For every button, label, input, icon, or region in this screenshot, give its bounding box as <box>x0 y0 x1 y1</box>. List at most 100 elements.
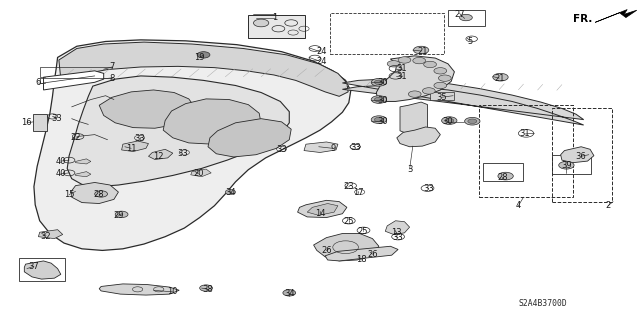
Polygon shape <box>595 10 637 22</box>
Text: 33: 33 <box>424 184 434 193</box>
Circle shape <box>434 82 447 89</box>
Polygon shape <box>38 230 63 239</box>
Text: 31: 31 <box>520 130 530 138</box>
Polygon shape <box>400 102 428 133</box>
Text: 33: 33 <box>393 233 403 242</box>
Text: FR.: FR. <box>573 13 593 24</box>
Text: 10: 10 <box>168 287 178 296</box>
Bar <box>448 10 485 26</box>
Circle shape <box>374 97 383 102</box>
Text: 26: 26 <box>321 246 332 255</box>
Text: 17: 17 <box>353 189 364 197</box>
Polygon shape <box>342 79 584 125</box>
Circle shape <box>200 285 212 291</box>
Polygon shape <box>99 284 179 295</box>
Text: 35: 35 <box>436 93 447 102</box>
Polygon shape <box>385 221 410 234</box>
Text: 38: 38 <box>203 285 213 294</box>
Text: 31: 31 <box>397 72 407 81</box>
Polygon shape <box>76 159 91 164</box>
Circle shape <box>115 211 128 218</box>
Circle shape <box>398 57 411 63</box>
Circle shape <box>465 117 480 125</box>
Polygon shape <box>76 172 91 177</box>
Polygon shape <box>314 234 379 261</box>
Circle shape <box>460 14 472 21</box>
Polygon shape <box>72 182 118 204</box>
Text: 8: 8 <box>109 74 115 83</box>
Text: 33: 33 <box>177 149 188 158</box>
Text: 25: 25 <box>358 227 368 236</box>
Bar <box>33 114 47 131</box>
Text: 40: 40 <box>56 169 66 178</box>
Circle shape <box>422 88 435 94</box>
Text: 23: 23 <box>344 182 354 191</box>
Text: 30: 30 <box>378 117 388 126</box>
Polygon shape <box>148 149 173 160</box>
Polygon shape <box>34 40 351 250</box>
Text: 16: 16 <box>22 118 32 127</box>
Text: 13: 13 <box>392 228 402 237</box>
Text: 21: 21 <box>494 74 504 83</box>
Polygon shape <box>44 71 104 90</box>
Polygon shape <box>163 99 261 144</box>
Text: 5: 5 <box>468 37 473 46</box>
Bar <box>479 105 573 197</box>
Circle shape <box>413 57 426 64</box>
Text: 1: 1 <box>273 13 278 22</box>
Circle shape <box>374 80 383 85</box>
Circle shape <box>225 189 236 195</box>
Circle shape <box>387 61 400 67</box>
Bar <box>552 108 612 202</box>
Text: 32: 32 <box>41 232 51 241</box>
Text: 24: 24 <box>316 47 326 56</box>
Polygon shape <box>325 246 398 261</box>
Polygon shape <box>307 204 338 215</box>
Text: 3: 3 <box>407 165 412 174</box>
Text: 28: 28 <box>497 173 508 182</box>
Text: 6: 6 <box>36 78 41 87</box>
Text: 40: 40 <box>56 157 66 166</box>
Text: 27: 27 <box>454 10 465 19</box>
Circle shape <box>434 68 447 74</box>
Text: 30: 30 <box>443 117 453 126</box>
Text: 15: 15 <box>64 190 74 199</box>
Circle shape <box>197 52 210 58</box>
Text: 33: 33 <box>134 134 145 143</box>
Polygon shape <box>304 142 338 152</box>
Circle shape <box>498 172 513 180</box>
Text: 12: 12 <box>154 152 164 161</box>
Text: 36: 36 <box>576 152 586 161</box>
Text: 29: 29 <box>113 211 124 220</box>
Circle shape <box>374 117 383 122</box>
Circle shape <box>283 290 296 296</box>
Circle shape <box>424 61 436 68</box>
Circle shape <box>253 19 269 27</box>
Circle shape <box>95 191 108 197</box>
Circle shape <box>438 75 451 81</box>
Text: 31: 31 <box>397 64 407 73</box>
Text: 37: 37 <box>29 262 39 271</box>
Text: 33: 33 <box>350 143 360 152</box>
Polygon shape <box>298 200 347 218</box>
Text: 28: 28 <box>94 190 104 199</box>
Text: 39: 39 <box>561 161 572 170</box>
Circle shape <box>371 78 387 86</box>
Text: 14: 14 <box>315 209 325 218</box>
Polygon shape <box>208 119 291 157</box>
Text: 22: 22 <box>70 133 81 142</box>
Text: 11: 11 <box>126 144 136 153</box>
Circle shape <box>371 96 387 103</box>
Polygon shape <box>376 56 454 101</box>
Text: 2: 2 <box>605 201 611 210</box>
Text: 30: 30 <box>378 96 388 105</box>
Text: 25: 25 <box>344 217 354 226</box>
Bar <box>330 13 444 54</box>
Text: 24: 24 <box>316 57 326 66</box>
Text: 7: 7 <box>109 63 115 71</box>
Bar <box>483 163 523 181</box>
Circle shape <box>559 161 574 169</box>
Text: 33: 33 <box>51 114 61 122</box>
Circle shape <box>371 116 387 123</box>
Text: 34: 34 <box>225 189 236 197</box>
